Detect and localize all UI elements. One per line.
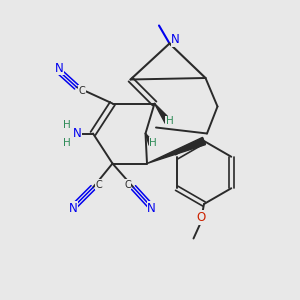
Polygon shape	[146, 134, 154, 145]
Text: H: H	[149, 137, 157, 148]
Text: C: C	[79, 85, 85, 96]
Text: H: H	[63, 119, 70, 130]
Polygon shape	[147, 137, 206, 164]
Text: C: C	[96, 179, 102, 190]
Text: N: N	[55, 62, 64, 75]
Text: N: N	[171, 33, 180, 46]
Polygon shape	[154, 103, 171, 124]
Text: N: N	[69, 202, 78, 215]
Text: C: C	[124, 179, 131, 190]
Text: H: H	[166, 116, 173, 127]
Text: O: O	[196, 211, 206, 224]
Text: H: H	[63, 137, 70, 148]
Text: N: N	[147, 202, 156, 215]
Text: N: N	[73, 127, 82, 140]
